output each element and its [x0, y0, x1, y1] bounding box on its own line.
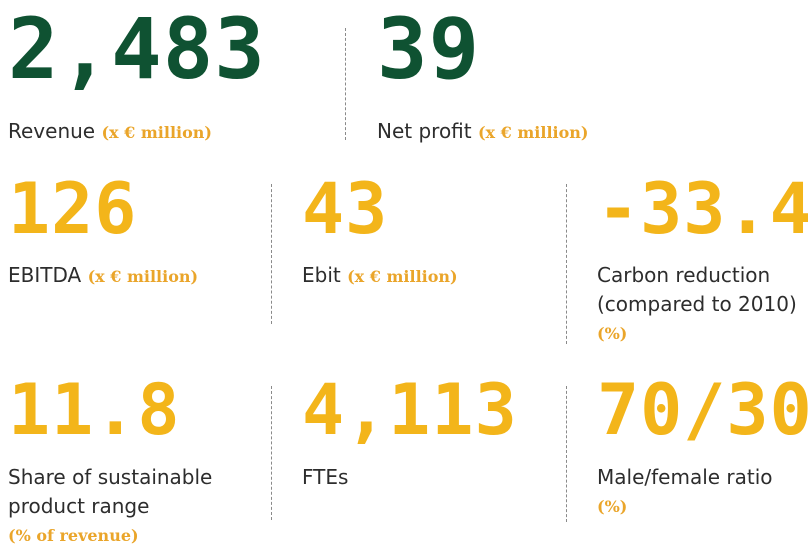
ebit-unit: (x € million)	[347, 267, 458, 286]
net-profit-unit: (x € million)	[477, 123, 589, 142]
ebitda-unit: (x € million)	[87, 267, 199, 286]
ebitda-value: 126	[8, 168, 138, 250]
net-profit-value: 39	[377, 0, 481, 98]
ebit-label: Ebit (x € million)	[302, 261, 458, 291]
sustainable-label-line1: Share of sustainable	[8, 465, 213, 489]
sustainable-label-line2: product range	[8, 494, 150, 518]
carbon-label: Carbon reduction (compared to 2010) (%)	[597, 261, 797, 349]
gender-ratio-label-text: Male/female ratio	[597, 465, 773, 489]
ftes-value: 4,113	[302, 369, 518, 451]
carbon-label-line2: (compared to 2010)	[597, 292, 797, 316]
carbon-value: -33.4	[597, 168, 808, 250]
ebitda-label-text: EBITDA	[8, 263, 82, 287]
ebitda-label: EBITDA (x € million)	[8, 261, 198, 291]
ebit-value: 43	[302, 168, 389, 250]
gender-ratio-label: Male/female ratio (%)	[597, 463, 773, 522]
divider-row1	[345, 28, 346, 140]
divider-row3-a	[271, 386, 272, 520]
revenue-label: Revenue (x € million)	[8, 117, 212, 147]
sustainable-label: Share of sustainable product range (% of…	[8, 463, 212, 551]
net-profit-label: Net profit (x € million)	[377, 117, 588, 147]
revenue-label-text: Revenue	[8, 119, 96, 143]
revenue-value: 2,483	[8, 0, 266, 98]
ftes-label-text: FTEs	[302, 465, 349, 489]
net-profit-label-text: Net profit	[377, 119, 472, 143]
carbon-label-line1: Carbon reduction	[597, 263, 771, 287]
sustainable-value: 11.8	[8, 369, 181, 451]
gender-ratio-unit: (%)	[597, 497, 628, 516]
ebit-label-text: Ebit	[302, 263, 341, 287]
carbon-unit: (%)	[597, 324, 628, 343]
divider-row3-b	[566, 386, 567, 522]
divider-row2-b	[566, 184, 567, 344]
revenue-unit: (x € million)	[101, 123, 212, 142]
divider-row2-a	[271, 184, 272, 324]
gender-ratio-value: 70/30	[597, 369, 808, 451]
sustainable-unit: (% of revenue)	[8, 526, 139, 545]
ftes-label: FTEs	[302, 463, 348, 492]
